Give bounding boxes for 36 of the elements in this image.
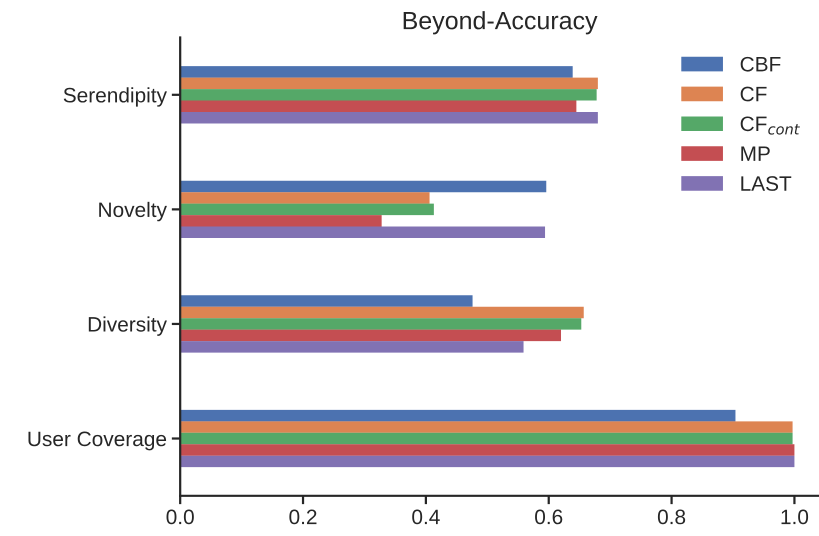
bar — [180, 192, 430, 204]
bar — [180, 226, 546, 238]
bar — [180, 204, 434, 216]
bar — [180, 112, 598, 124]
x-tick-label: 0.2 — [289, 510, 316, 524]
bar — [180, 318, 582, 330]
legend-label: CF — [740, 86, 767, 102]
legend-label: MP — [741, 146, 770, 161]
legend-label: LAST — [741, 176, 792, 191]
y-tick-label: User Coverage — [28, 432, 166, 450]
legend-label: CF$_{cont}$ — [740, 116, 800, 135]
x-tick-label: 0.0 — [166, 510, 194, 524]
bar — [180, 66, 573, 78]
bar — [180, 215, 382, 227]
bar — [180, 444, 794, 456]
bar — [180, 306, 584, 318]
bar — [180, 78, 598, 90]
bar — [180, 100, 576, 112]
x-tick-label: 0.8 — [658, 510, 686, 524]
bar — [180, 410, 736, 422]
x-tick-label: 0.6 — [535, 510, 562, 524]
chart-title: Beyond-Accuracy — [404, 11, 598, 34]
x-tick-label: 0.4 — [412, 510, 440, 524]
y-tick-label: Diversity — [88, 316, 167, 336]
bar — [180, 295, 473, 307]
legend-label: CBF — [740, 56, 780, 72]
y-tick-label: Novelty — [99, 202, 167, 222]
bar — [180, 180, 546, 192]
bar — [180, 330, 562, 342]
y-tick-label: Serendipity — [64, 87, 167, 107]
x-tick-label: 1.0 — [782, 510, 808, 524]
bar — [180, 432, 793, 444]
bar — [180, 341, 524, 353]
bar — [180, 421, 793, 433]
bar — [180, 456, 794, 468]
bar — [180, 89, 597, 101]
